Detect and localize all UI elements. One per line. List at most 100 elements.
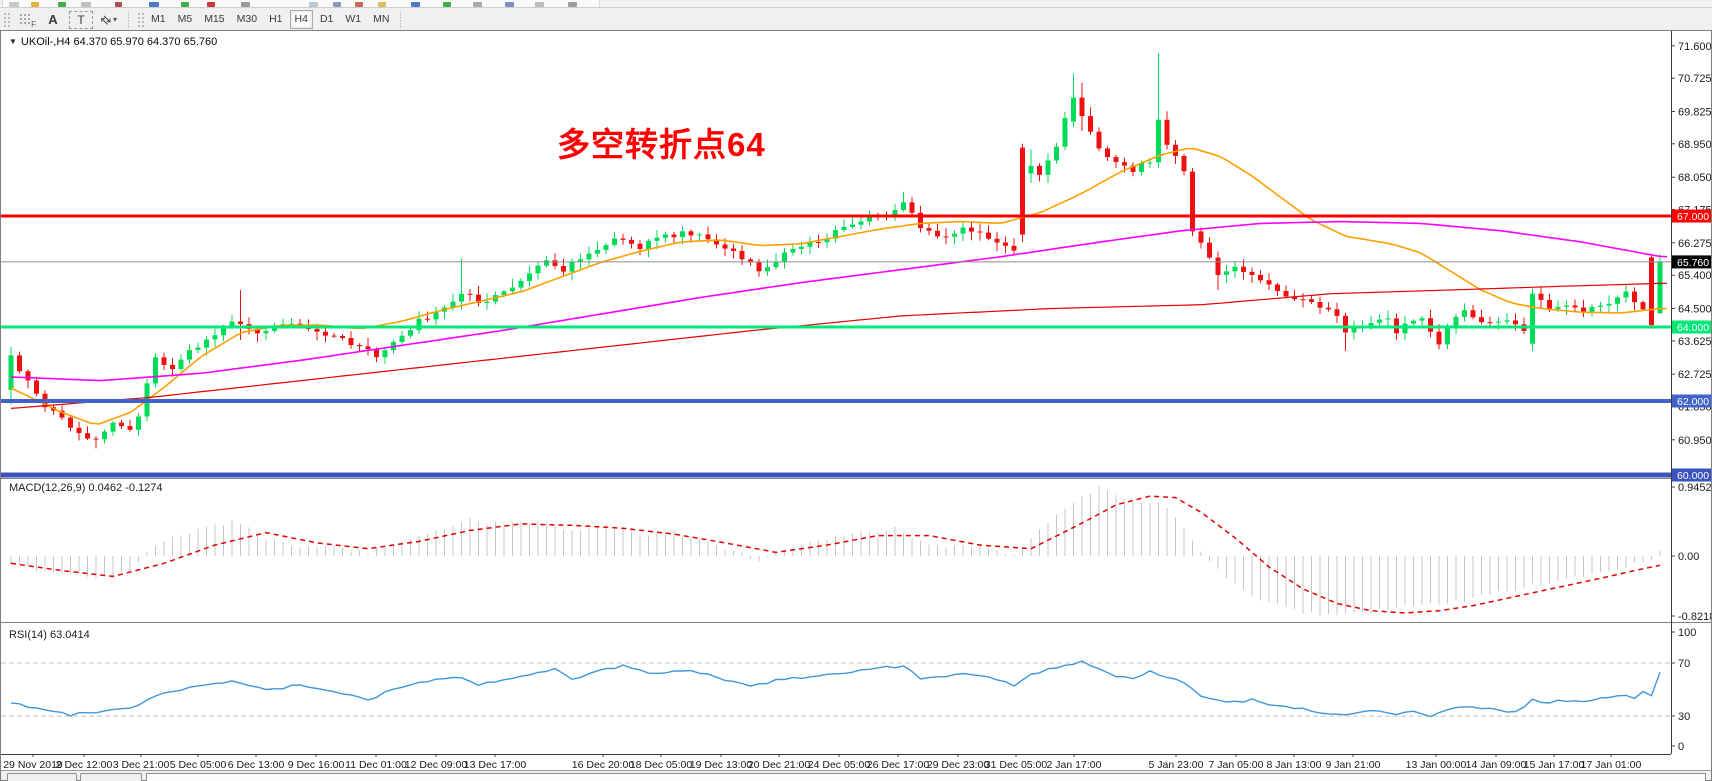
svg-text:15 Jan 17:00: 15 Jan 17:00 [1524,759,1585,771]
macd-label: MACD(12,26,9) 0.0462 -0.1274 [9,482,163,494]
partial-icon [443,2,451,7]
svg-text:11 Dec 01:00: 11 Dec 01:00 [345,759,407,771]
partial-icon [505,2,514,7]
annotation-text: 多空转折点64 [557,126,766,163]
timeframe-D1[interactable]: D1 [319,13,334,25]
timeframe-W1[interactable]: W1 [345,13,362,25]
svg-text:6 Dec 13:00: 6 Dec 13:00 [228,759,285,771]
svg-text:17 Jan 01:00: 17 Jan 01:00 [1581,759,1642,771]
svg-text:30: 30 [1678,711,1690,723]
partial-icon [333,2,341,7]
svg-text:29 Dec 23:00: 29 Dec 23:00 [927,759,990,771]
partial-icon [149,2,159,7]
svg-text:20 Dec 21:00: 20 Dec 21:00 [748,759,811,771]
svg-text:-0.8218: -0.8218 [1678,611,1711,623]
partial-icon [568,2,577,7]
partial-icon [411,2,420,7]
price-badges: 67.000 64.000 62.000 60.000 65.760 [1672,209,1711,482]
toolbar-grip[interactable] [137,11,145,28]
svg-text:19 Dec 13:00: 19 Dec 13:00 [690,759,753,771]
toolbar: F A T ⇄ ▾ M1 M5 M15 M30 H1 H4 D1 W1 MN [0,9,1712,30]
svg-text:24 Dec 05:00: 24 Dec 05:00 [808,759,871,771]
timeframe-group: M1 M5 M15 M30 H1 H4 D1 W1 MN [145,10,395,29]
cursor-tool-button[interactable]: ⇄ ▾ [97,10,121,29]
svg-text:67.000: 67.000 [1677,211,1709,223]
svg-text:26 Dec 17:00: 26 Dec 17:00 [867,759,930,771]
svg-text:69.825: 69.825 [1678,107,1711,119]
toolbar-grip[interactable] [3,11,11,28]
partial-icon [309,2,318,7]
svg-text:64.500: 64.500 [1678,304,1711,316]
svg-text:0.00: 0.00 [1678,551,1699,563]
partial-icon [58,2,66,7]
partial-icon [241,2,250,7]
svg-text:68.950: 68.950 [1678,139,1711,151]
svg-text:0: 0 [1678,741,1684,753]
svg-text:64.000: 64.000 [1677,322,1709,334]
timeframe-MN[interactable]: MN [373,13,390,25]
chart-window: 71.60070.72569.82568.95068.05067.17566.2… [0,30,1712,781]
svg-text:66.275: 66.275 [1678,238,1711,250]
dock-tab[interactable] [7,773,77,781]
ma-fast-orange [10,147,1668,425]
rsi-label: RSI(14) 63.0414 [9,629,90,641]
toolbar-icons-partial [2,0,600,7]
dock-tab[interactable] [80,773,142,781]
grid-tool-button[interactable]: F [13,10,37,29]
chart-title-text: UKOil-,H4 64.370 65.970 64.370 65.760 [20,36,218,48]
svg-text:14 Jan 09:00: 14 Jan 09:00 [1466,759,1527,771]
macd-layer [10,485,1661,616]
partial-icon [181,2,189,7]
svg-text:5 Dec 05:00: 5 Dec 05:00 [170,759,227,771]
arrows-icon: ⇄ [97,10,115,29]
timeframe-M5[interactable]: M5 [177,13,193,25]
svg-text:31 Dec 05:00: 31 Dec 05:00 [985,759,1048,771]
partial-icon [31,2,39,7]
macd-signal-line [10,495,1661,614]
text-tool-button[interactable]: T [69,10,93,29]
partial-icon [378,2,386,7]
svg-text:71.600: 71.600 [1678,41,1711,53]
timeframe-H1[interactable]: H1 [269,13,283,25]
svg-text:18 Dec 05:00: 18 Dec 05:00 [630,759,693,771]
svg-text:9 Dec 16:00: 9 Dec 16:00 [288,759,345,771]
svg-text:16 Dec 20:00: 16 Dec 20:00 [572,759,635,771]
grid-icon [19,13,31,26]
bottom-dock-strip [1,770,1711,781]
svg-text:100: 100 [1678,627,1696,639]
rsi-line [10,660,1661,718]
grid-tool-label: F [31,20,36,29]
partial-icon [81,2,91,7]
svg-text:2 Jan 17:00: 2 Jan 17:00 [1047,759,1102,771]
timeframe-H4[interactable]: H4 [289,10,313,29]
symbol-dropdown-icon[interactable]: ▼ [9,37,17,46]
horizontal-lines-layer [1,214,1671,478]
chart-title[interactable]: ▼ UKOil-,H4 64.370 65.970 64.370 65.760 [9,36,217,48]
chart-canvas[interactable]: 71.60070.72569.82568.95068.05067.17566.2… [1,31,1711,780]
rsi-layer [1,660,1671,718]
svg-text:70: 70 [1678,658,1690,670]
window-chrome-strip [0,0,1712,8]
timeframe-M1[interactable]: M1 [151,13,166,25]
timeframe-M30[interactable]: M30 [236,13,258,25]
font-tool-button[interactable]: A [41,10,65,29]
svg-text:2 Dec 12:00: 2 Dec 12:00 [56,759,113,771]
svg-text:12 Dec 09:00: 12 Dec 09:00 [405,759,468,771]
partial-icon [9,2,19,7]
svg-text:13 Jan 00:00: 13 Jan 00:00 [1406,759,1467,771]
svg-text:5 Jan 23:00: 5 Jan 23:00 [1149,759,1204,771]
svg-text:60.000: 60.000 [1677,470,1709,482]
partial-icon [473,2,482,7]
toolbar-separator [128,10,129,29]
svg-text:7 Jan 05:00: 7 Jan 05:00 [1209,759,1264,771]
partial-icon [355,2,363,7]
timeframe-M15[interactable]: M15 [204,13,225,25]
moving-averages-layer [10,147,1668,425]
svg-text:13 Dec 17:00: 13 Dec 17:00 [464,759,527,771]
partial-icon [535,2,544,7]
svg-text:62.725: 62.725 [1678,369,1711,381]
partial-icon [207,2,215,7]
svg-text:70.725: 70.725 [1678,73,1711,85]
